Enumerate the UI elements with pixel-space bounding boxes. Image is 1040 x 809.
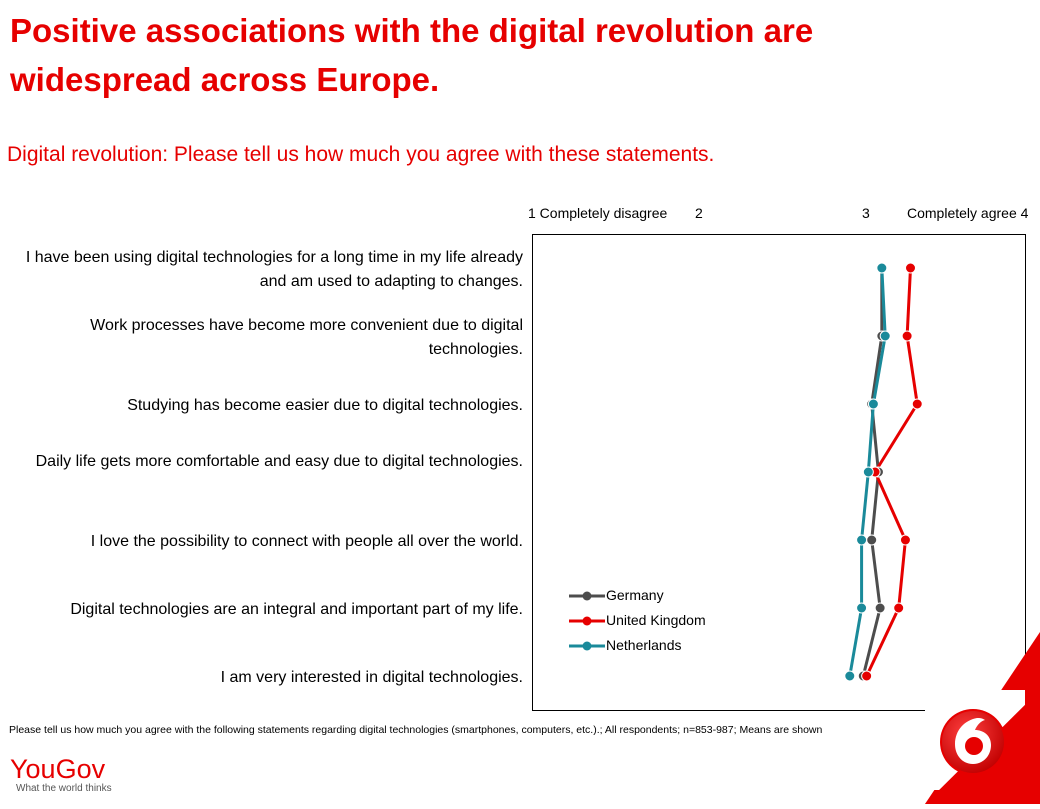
legend-swatch-netherlands [569, 641, 605, 650]
data-point-netherlands-5 [856, 534, 868, 546]
data-point-germany-5 [866, 534, 878, 546]
statement-label-5: I love the possibility to connect with p… [90, 533, 523, 550]
footnote: Please tell us how much you agree with t… [9, 724, 823, 736]
legend-item-uk: United Kingdom [568, 608, 706, 633]
brand-tagline: What the world thinks [16, 783, 112, 794]
chart-legend: Germany United Kingdom Netherlands [568, 583, 706, 658]
data-point-united-kingdom-6 [893, 602, 905, 614]
yougov-logo: YouGov What the world thinks [10, 754, 112, 794]
statement-label-1: I have been using digital technologies f… [25, 249, 523, 290]
data-point-netherlands-1 [876, 262, 888, 274]
brand-name: YouGov [10, 754, 106, 784]
scale-label-3: 3 [862, 205, 870, 221]
statement-label-4: Daily life gets more comfortable and eas… [35, 453, 523, 470]
data-point-united-kingdom-3 [911, 398, 923, 410]
legend-swatch-uk [569, 616, 605, 625]
data-point-united-kingdom-7 [861, 670, 873, 682]
data-point-netherlands-6 [856, 602, 868, 614]
statement-label-3: Studying has become easier due to digita… [127, 397, 523, 414]
data-point-netherlands-3 [867, 398, 879, 410]
page-title: Positive associations with the digital r… [10, 12, 814, 98]
legend-item-netherlands: Netherlands [568, 633, 706, 658]
statement-label-2: Work processes have become more convenie… [90, 317, 523, 358]
data-point-united-kingdom-5 [899, 534, 911, 546]
data-point-netherlands-7 [844, 670, 856, 682]
page-subtitle: Digital revolution: Please tell us how m… [7, 143, 715, 166]
scale-label-1: 1 Completely disagree [528, 205, 668, 221]
legend-label-netherlands: Netherlands [606, 637, 682, 653]
scale-label-2: 2 [695, 205, 703, 221]
plot-area [532, 234, 1026, 711]
data-point-netherlands-2 [879, 330, 891, 342]
vodafone-corner [925, 632, 1040, 804]
legend-swatch-germany [569, 591, 605, 600]
data-point-germany-6 [874, 602, 886, 614]
data-point-united-kingdom-1 [905, 262, 916, 274]
vodafone-logo-icon [940, 709, 1006, 775]
data-point-netherlands-4 [862, 466, 874, 478]
legend-label-germany: Germany [606, 587, 664, 603]
legend-item-germany: Germany [568, 583, 706, 608]
statement-label-6: Digital technologies are an integral and… [70, 601, 523, 618]
data-point-united-kingdom-2 [901, 330, 913, 342]
scale-label-4: Completely agree 4 [907, 205, 1029, 221]
statement-label-7: I am very interested in digital technolo… [220, 669, 523, 686]
legend-label-uk: United Kingdom [606, 612, 706, 628]
